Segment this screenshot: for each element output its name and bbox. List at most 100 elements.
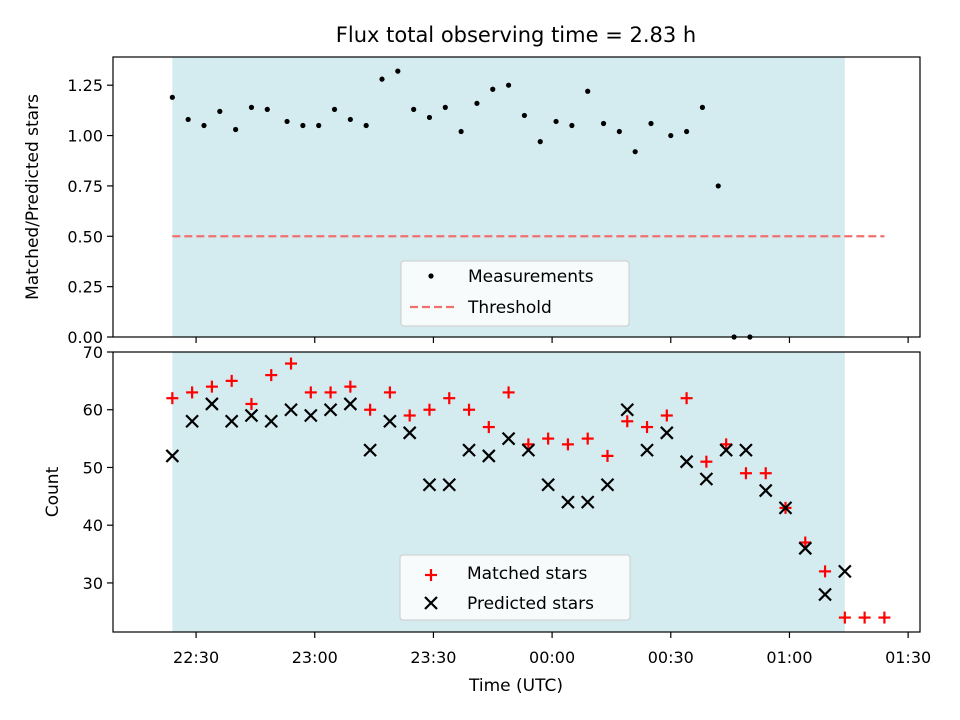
bottom-x-tick-label: 23:00 (292, 648, 338, 667)
matched-stars-series (166, 357, 891, 624)
matched-star-point (205, 380, 218, 393)
predicted-star-point (739, 443, 753, 457)
bottom-x-tick-label: 23:30 (410, 648, 456, 667)
predicted-star-point (185, 414, 199, 429)
matched-star-point (858, 611, 871, 624)
predicted-star-point (224, 414, 239, 429)
predicted-star-point (838, 564, 852, 579)
top-y-tick-label: 0.00 (67, 328, 103, 347)
bottom-y-tick-label: 40 (83, 516, 103, 535)
predicted-star-point (660, 426, 674, 440)
bottom-legend-box (399, 554, 631, 621)
matched-star-point (542, 432, 555, 445)
matched-star-point (285, 357, 298, 370)
matched-star-point (720, 438, 733, 451)
predicted-star-point (640, 443, 654, 457)
measurement-point (248, 104, 255, 110)
matched-stars-legend-label: Matched stars (467, 564, 587, 584)
matched-star-point (304, 386, 317, 399)
matched-star-point (621, 415, 634, 428)
matched-star-point (344, 380, 357, 393)
top-plot-frame (112, 56, 921, 338)
measurement-point (395, 68, 401, 74)
measurement-point (521, 112, 528, 119)
matched-star-point (522, 438, 535, 451)
predicted-star-point (482, 449, 496, 463)
matched-star-point (700, 455, 713, 468)
measurement-point (169, 94, 175, 100)
bottom-plot-frame (112, 351, 921, 633)
measurement-point (474, 100, 480, 106)
measurements-legend-marker (428, 273, 434, 279)
measurement-point (600, 120, 607, 127)
predicted-star-point (758, 483, 773, 498)
measurement-point (632, 149, 638, 155)
measurement-point (585, 88, 591, 94)
measurement-point (217, 108, 223, 114)
matched-star-point (265, 369, 278, 382)
matched-star-point (186, 386, 199, 399)
predicted-star-point (383, 414, 397, 429)
measurement-point (347, 116, 353, 123)
measurement-point (426, 114, 433, 121)
top-y-tick-label: 1.00 (67, 127, 103, 146)
measurement-point (264, 106, 270, 112)
top-legend: Measurements Threshold (400, 260, 630, 327)
matched-star-point (225, 374, 238, 387)
predicted-star-point (561, 495, 575, 509)
predicted-star-point (818, 587, 832, 602)
measurement-point (411, 106, 417, 112)
predicted-stars-legend-marker (424, 596, 438, 610)
matched-star-point (245, 397, 258, 410)
measurement-point (363, 122, 369, 129)
predicted-star-point (304, 408, 318, 423)
measurements-series (169, 68, 753, 340)
measurement-point (553, 118, 559, 125)
bottom-x-tick-label: 00:00 (529, 648, 575, 667)
matched-star-point (680, 392, 693, 405)
matched-star-point (482, 421, 495, 434)
bottom-legend: Matched stars Predicted stars (399, 554, 631, 621)
matched-star-point (819, 565, 832, 578)
measurement-point (505, 82, 512, 88)
bottom-y-axis: 30 40 50 60 70 (83, 343, 113, 593)
matched-stars-legend-marker (425, 569, 437, 581)
matched-star-point (403, 409, 416, 422)
measurement-point (201, 122, 207, 129)
measurement-point (379, 76, 385, 82)
measurement-point (490, 86, 496, 92)
matched-star-point (838, 611, 851, 624)
predicted-star-point (580, 495, 595, 509)
predicted-star-point (264, 414, 279, 429)
matched-star-point (799, 536, 812, 549)
measurements-legend-label: Measurements (468, 267, 594, 287)
matched-star-point (364, 403, 377, 416)
measurement-point (537, 139, 543, 145)
bottom-y-tick-label: 70 (83, 343, 103, 362)
predicted-star-point (778, 501, 793, 515)
bottom-x-tick-label: 01:30 (885, 648, 931, 667)
predicted-star-point (521, 443, 536, 457)
measurement-point (284, 118, 290, 125)
matched-star-point (443, 392, 456, 405)
bottom-x-axis-label: Time (UTC) (468, 676, 563, 696)
bottom-x-tick-label: 01:00 (766, 648, 812, 667)
predicted-star-point (323, 402, 338, 417)
matched-star-point (166, 392, 179, 405)
predicted-star-point (422, 478, 437, 492)
matched-star-point (324, 386, 337, 399)
predicted-star-point (798, 541, 813, 556)
bottom-x-tick-label: 00:30 (648, 648, 694, 667)
predicted-stars-series (165, 397, 852, 602)
predicted-star-point (442, 478, 457, 492)
predicted-star-point (620, 402, 635, 417)
predicted-star-point (244, 408, 259, 423)
matched-star-point (502, 386, 515, 399)
measurement-point (616, 128, 622, 135)
measurement-point (331, 106, 338, 112)
bottom-x-tick-label: 22:30 (173, 648, 219, 667)
predicted-star-point (501, 431, 516, 446)
predicted-star-point (541, 478, 555, 492)
measurement-point (458, 128, 464, 135)
